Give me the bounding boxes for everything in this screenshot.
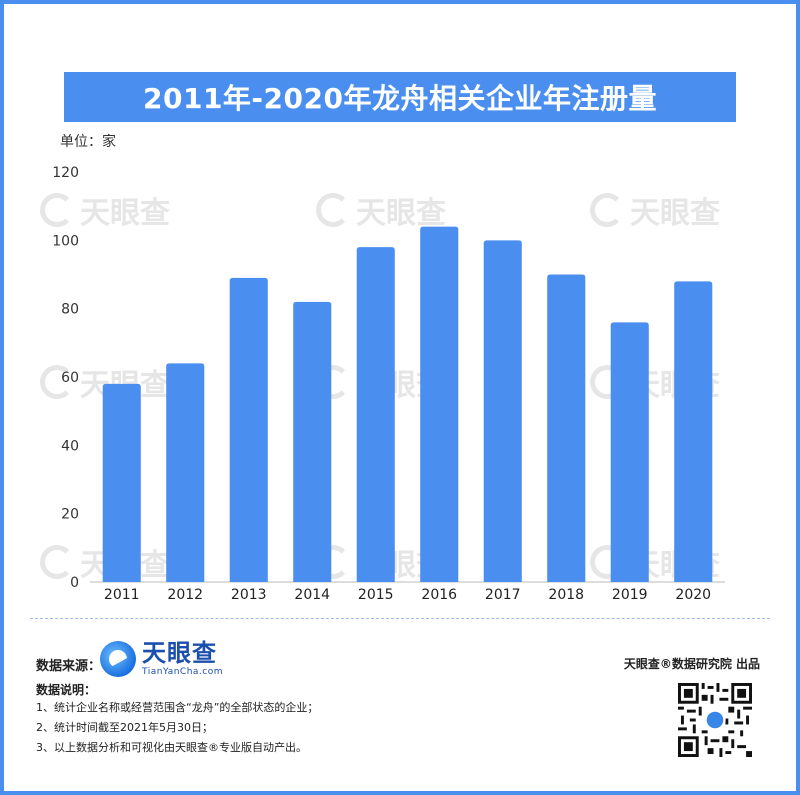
x-tick-label: 2016 (421, 587, 457, 603)
source-label: 数据来源： (36, 659, 102, 674)
bar-2012 (166, 363, 205, 582)
bar-2017 (483, 240, 522, 583)
bar-2011 (102, 383, 141, 582)
y-tick-label: 120 (52, 165, 79, 181)
x-tick-label: 2013 (231, 587, 267, 603)
unit-label: 单位：家 (60, 134, 116, 150)
note-item: 3、以上数据分析和可视化由天眼查®专业版自动产出。 (36, 741, 307, 754)
bar-2014 (293, 301, 332, 582)
bar-2015 (356, 247, 395, 582)
tianyancha-logo-icon (100, 641, 136, 677)
y-tick-label: 100 (52, 233, 79, 249)
y-tick-label: 80 (61, 302, 79, 318)
y-tick-label: 60 (61, 370, 79, 386)
brand-domain: TianYanCha.com (142, 667, 224, 677)
qr-code-icon (678, 683, 752, 757)
chart-title-bar: 2011年-2020年龙舟相关企业年注册量 (64, 72, 736, 122)
note-item: 1、统计企业名称或经营范围含“龙舟”的全部状态的企业； (36, 701, 319, 714)
y-tick-label: 0 (70, 575, 79, 591)
brand-logo: 天眼查 TianYanCha.com (100, 641, 223, 677)
y-tick-label: 20 (61, 507, 79, 523)
note-item: 2、统计时间截至2021年5月30日； (36, 721, 213, 734)
bar-2016 (420, 226, 459, 582)
x-tick-label: 2017 (485, 587, 521, 603)
credit-text: 天眼查®数据研究院 出品 (623, 657, 760, 671)
chart-title: 2011年-2020年龙舟相关企业年注册量 (143, 82, 657, 115)
x-tick-label: 2015 (358, 587, 394, 603)
x-tick-label: 2020 (675, 587, 711, 603)
notes-title: 数据说明： (36, 683, 97, 697)
y-tick-label: 40 (61, 438, 79, 454)
bar-chart: 0 20 40 60 80 100 120 2011 2012 2013 2014 2015 2016 2… (52, 165, 725, 603)
x-tick-label: 2019 (612, 587, 648, 603)
x-tick-label: 2011 (104, 587, 140, 603)
x-tick-label: 2018 (548, 587, 584, 603)
brand-name: 天眼查 (142, 639, 217, 667)
x-tick-label: 2014 (294, 587, 330, 603)
bar-2018 (547, 274, 586, 582)
x-tick-label: 2012 (167, 587, 203, 603)
bar-2013 (229, 277, 268, 582)
bar-2019 (610, 322, 649, 582)
bar-2020 (674, 281, 713, 582)
footer-divider (30, 618, 770, 619)
